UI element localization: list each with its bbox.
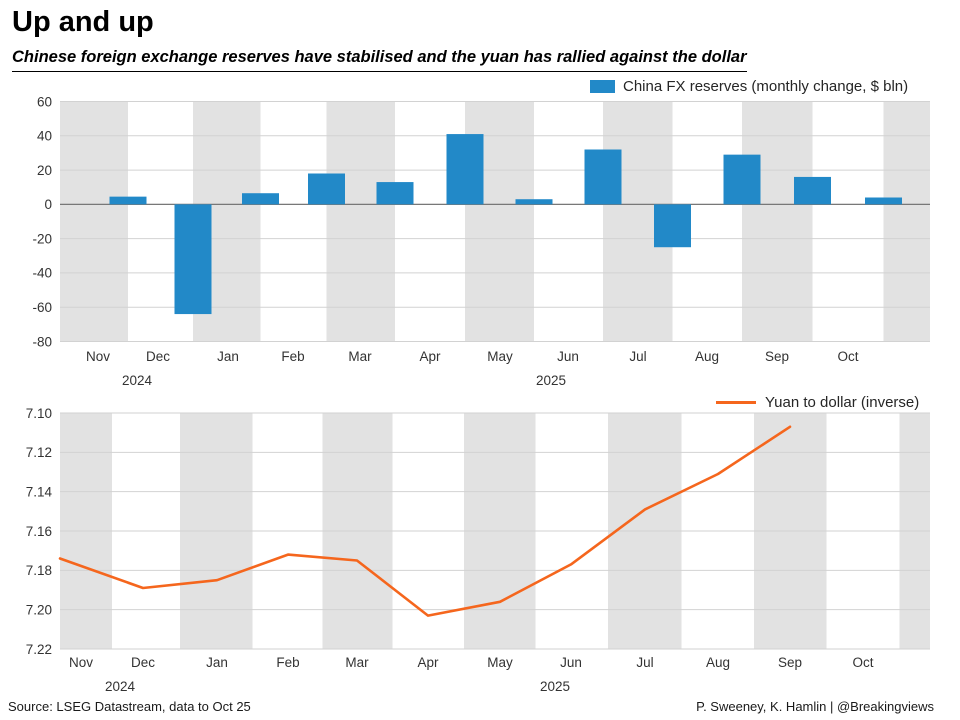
y-tick-label: 20 <box>37 163 52 178</box>
x-tick-label-feb: Feb <box>281 349 304 364</box>
x-tick-label-oct: Oct <box>852 655 873 670</box>
x-tick-label-oct: Oct <box>837 349 858 364</box>
bar-mar <box>376 182 414 205</box>
legend-fx-reserves-label: China FX reserves (monthly change, $ bln… <box>623 78 909 95</box>
x-tick-label-jun: Jun <box>557 349 579 364</box>
bar-oct <box>865 197 902 205</box>
y-tick-label: -40 <box>32 266 52 281</box>
y-tick-label: 7.10 <box>26 406 52 421</box>
page-subtitle: Chinese foreign exchange reserves have s… <box>12 48 747 72</box>
y-tick-label: -20 <box>32 231 52 246</box>
legend-yuan: Yuan to dollar (inverse) <box>716 394 919 411</box>
year-label-2025: 2025 <box>540 679 570 694</box>
bar-jul <box>654 204 691 248</box>
x-tick-label-may: May <box>487 655 513 670</box>
month-band <box>742 101 813 342</box>
bar-apr <box>446 134 484 205</box>
x-tick-label-jul: Jul <box>636 655 653 670</box>
x-tick-label-feb: Feb <box>276 655 299 670</box>
source-note: Source: LSEG Datastream, data to Oct 25 <box>8 699 251 714</box>
x-tick-label-jun: Jun <box>560 655 582 670</box>
x-tick-label-mar: Mar <box>348 349 372 364</box>
x-tick-label-aug: Aug <box>695 349 719 364</box>
x-tick-label-dec: Dec <box>131 655 155 670</box>
x-tick-label-nov: Nov <box>86 349 110 364</box>
y-tick-label: 7.12 <box>26 445 52 460</box>
yuan-line-path <box>58 425 792 617</box>
legend-yuan-label: Yuan to dollar (inverse) <box>765 394 920 411</box>
y-tick-label: 7.22 <box>26 642 52 657</box>
bar-feb <box>308 173 345 205</box>
page-title: Up and up <box>12 6 154 38</box>
month-band <box>326 101 395 342</box>
year-label-2025: 2025 <box>536 373 566 388</box>
x-tick-label-dec: Dec <box>146 349 170 364</box>
y-tick-label: 7.14 <box>26 484 53 499</box>
y-tick-label: 60 <box>37 94 52 109</box>
bar-jun <box>584 149 622 205</box>
page-subtitle-text: Chinese foreign exchange reserves have s… <box>12 48 747 72</box>
x-tick-label-sep: Sep <box>778 655 802 670</box>
x-tick-label-apr: Apr <box>417 655 439 670</box>
bar-sep <box>794 176 831 205</box>
line-swatch-icon <box>716 401 756 404</box>
x-tick-label-may: May <box>487 349 513 364</box>
y-tick-label: 7.18 <box>26 563 52 578</box>
legend-fx-reserves: China FX reserves (monthly change, $ bln… <box>590 78 908 95</box>
y-tick-label: 7.20 <box>26 602 52 617</box>
credit-note: P. Sweeney, K. Hamlin | @Breakingviews <box>696 699 934 714</box>
month-band <box>883 101 930 342</box>
bar-dec <box>174 204 212 315</box>
x-tick-label-jul: Jul <box>629 349 646 364</box>
x-tick-label-jan: Jan <box>206 655 228 670</box>
bar-swatch-icon <box>590 80 615 93</box>
year-label-2024: 2024 <box>105 679 136 694</box>
y-tick-label: 0 <box>44 197 52 212</box>
y-tick-label: -80 <box>32 334 52 349</box>
x-tick-label-aug: Aug <box>706 655 730 670</box>
x-tick-label-nov: Nov <box>69 655 93 670</box>
x-tick-label-sep: Sep <box>765 349 789 364</box>
bar-jan <box>242 193 279 205</box>
y-tick-label: 7.16 <box>26 524 52 539</box>
x-tick-label-jan: Jan <box>217 349 239 364</box>
bar-may <box>515 199 553 205</box>
y-tick-label: -60 <box>32 300 52 315</box>
month-band <box>60 101 128 342</box>
x-tick-label-apr: Apr <box>419 349 441 364</box>
x-tick-label-mar: Mar <box>345 655 369 670</box>
y-tick-label: 40 <box>37 129 52 144</box>
bar-nov <box>109 196 147 205</box>
year-label-2024: 2024 <box>122 373 153 388</box>
bar-aug <box>723 154 761 205</box>
